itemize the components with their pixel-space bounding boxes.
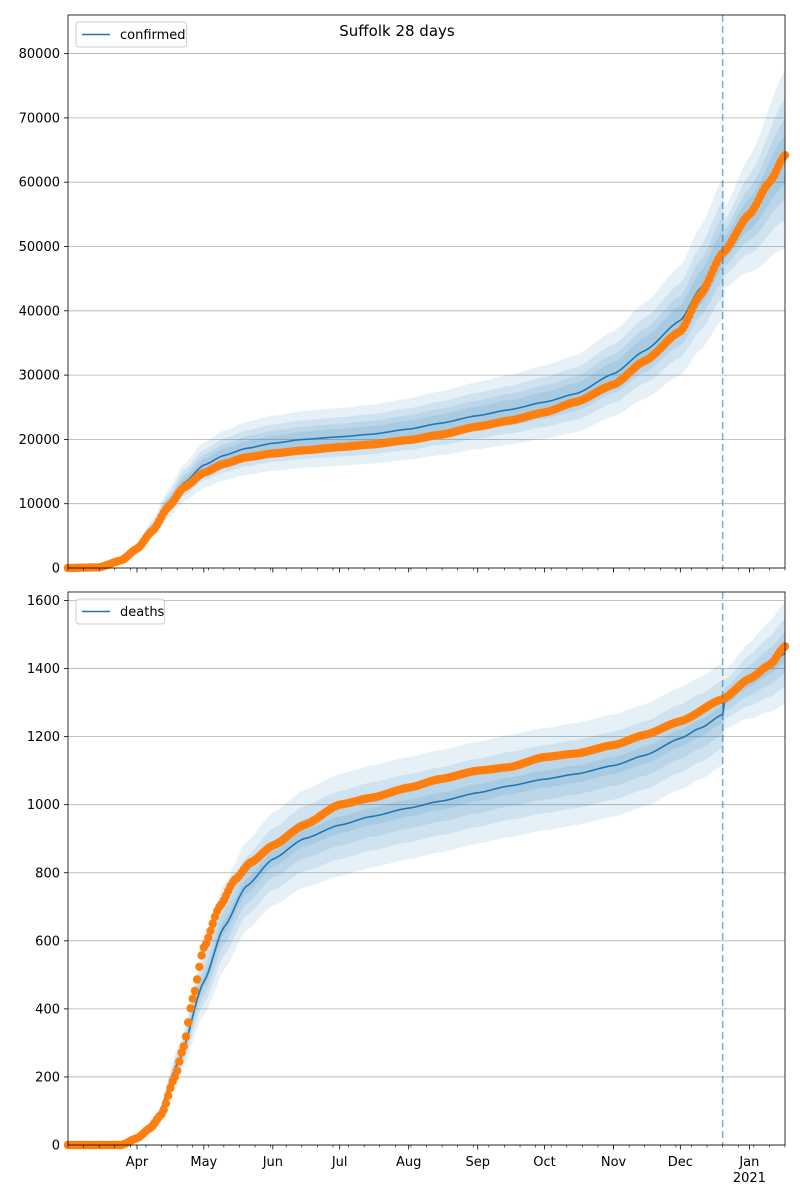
y-tick-label: 30000 — [19, 369, 60, 384]
observed-point — [197, 951, 206, 960]
deaths-panel: 0 200 400 600 800 1000 1200 1400 1600 Apr May Jun Ju… — [27, 591, 790, 1186]
confirmed-panel: 0 10000 20000 30000 40000 50000 60000 70000 8000… — [19, 14, 790, 577]
observed-point — [208, 919, 217, 928]
y-tick-label: 70000 — [19, 111, 60, 126]
x-tick-label: May — [190, 1155, 217, 1170]
y-tick-label: 600 — [35, 934, 60, 949]
uncertainty-band — [68, 602, 785, 1145]
y-tick-label: 10000 — [19, 497, 60, 512]
y-tick-label: 1600 — [27, 594, 60, 609]
y-tick-label: 800 — [35, 866, 60, 881]
x-tick-label: Aug — [396, 1155, 421, 1170]
y-tick-label: 60000 — [19, 176, 60, 191]
observed-point — [175, 1057, 184, 1066]
legend: confirmed — [75, 21, 188, 48]
y-tick-label: 0 — [52, 1139, 60, 1154]
observed-point — [186, 1004, 195, 1013]
plot-frame — [67, 14, 786, 569]
y-tick-label: 1400 — [27, 662, 60, 677]
x-tick-label: Apr — [126, 1155, 149, 1170]
y-tick-label: 50000 — [19, 240, 60, 255]
observed-point — [159, 1105, 168, 1115]
observed-point — [161, 1099, 171, 1108]
legend-label: deaths — [120, 605, 165, 620]
y-tick-label: 200 — [35, 1070, 60, 1085]
y-tick-label: 1000 — [27, 798, 60, 813]
y-tick-label: 20000 — [19, 433, 60, 448]
x-tick-label: Jul — [331, 1155, 348, 1170]
legend-label: confirmed — [120, 28, 186, 43]
x-tick-label: Jun — [262, 1155, 283, 1170]
observed-point — [188, 994, 197, 1003]
x-tick-label: Dec — [668, 1155, 693, 1170]
x-tick-label: Nov — [601, 1155, 627, 1170]
observed-point — [181, 1032, 191, 1041]
observed-point — [179, 1042, 188, 1051]
observed-point — [192, 975, 202, 984]
chart-title: Suffolk 28 days — [339, 22, 455, 40]
x-year-label: 2021 — [733, 1171, 766, 1186]
x-tick-label: Oct — [533, 1155, 555, 1170]
observed-point — [206, 926, 215, 935]
x-tick-label: Jan — [738, 1155, 759, 1170]
legend-box — [75, 598, 165, 625]
x-tick-label: Sep — [465, 1155, 490, 1170]
observed-point — [166, 1083, 175, 1093]
uncertainty-band — [68, 69, 785, 569]
y-tick-label: 40000 — [19, 304, 60, 319]
observed-point — [195, 962, 204, 971]
observed-point — [184, 1018, 193, 1027]
y-tick-label: 400 — [35, 1002, 60, 1017]
legend: deaths — [75, 598, 165, 625]
uncertainty-band — [68, 632, 785, 1145]
y-tick-label: 0 — [52, 562, 60, 577]
observed-point — [190, 986, 200, 996]
y-tick-label: 80000 — [19, 47, 60, 62]
observed-point — [204, 933, 213, 942]
observed-point — [172, 1066, 182, 1075]
observed-point — [164, 1091, 173, 1100]
plot-frame — [67, 591, 786, 1146]
y-tick-label: 1200 — [27, 730, 60, 745]
legend-box — [75, 21, 188, 48]
uncertainty-band — [68, 644, 785, 1145]
uncertainty-band — [68, 98, 785, 569]
